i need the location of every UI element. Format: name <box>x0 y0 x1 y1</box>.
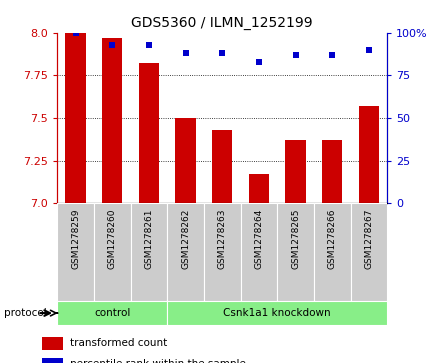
Bar <box>249 174 269 203</box>
Point <box>292 52 299 58</box>
Bar <box>42 337 63 350</box>
Bar <box>241 203 277 301</box>
Text: control: control <box>94 308 130 318</box>
Bar <box>94 203 131 301</box>
Bar <box>102 38 122 203</box>
Point <box>329 52 336 58</box>
Bar <box>176 118 196 203</box>
Bar <box>167 301 387 325</box>
Point <box>72 30 79 36</box>
Bar <box>359 106 379 203</box>
Text: GSM1278261: GSM1278261 <box>144 208 154 269</box>
Text: protocol: protocol <box>4 308 47 318</box>
Point <box>145 42 152 48</box>
Bar <box>277 203 314 301</box>
Bar <box>314 203 351 301</box>
Text: percentile rank within the sample: percentile rank within the sample <box>70 359 246 363</box>
Text: GSM1278267: GSM1278267 <box>364 208 374 269</box>
Text: GSM1278264: GSM1278264 <box>254 208 264 269</box>
Bar <box>57 301 167 325</box>
Bar <box>42 358 63 363</box>
Bar <box>167 203 204 301</box>
Text: Csnk1a1 knockdown: Csnk1a1 knockdown <box>224 308 331 318</box>
Point <box>109 42 116 48</box>
Point <box>219 50 226 56</box>
Point <box>182 50 189 56</box>
Title: GDS5360 / ILMN_1252199: GDS5360 / ILMN_1252199 <box>132 16 313 30</box>
Bar <box>66 33 86 203</box>
Bar <box>204 203 241 301</box>
Bar <box>131 203 167 301</box>
Text: GSM1278265: GSM1278265 <box>291 208 300 269</box>
Text: GSM1278266: GSM1278266 <box>328 208 337 269</box>
Bar <box>139 64 159 203</box>
Text: GSM1278259: GSM1278259 <box>71 208 80 269</box>
Point <box>255 59 262 65</box>
Point <box>365 47 372 53</box>
Text: GSM1278263: GSM1278263 <box>218 208 227 269</box>
Bar <box>286 140 306 203</box>
Text: transformed count: transformed count <box>70 338 168 348</box>
Bar <box>351 203 387 301</box>
Bar <box>322 140 342 203</box>
Bar <box>212 130 232 203</box>
Bar <box>57 203 94 301</box>
Text: GSM1278260: GSM1278260 <box>108 208 117 269</box>
Text: GSM1278262: GSM1278262 <box>181 208 190 269</box>
